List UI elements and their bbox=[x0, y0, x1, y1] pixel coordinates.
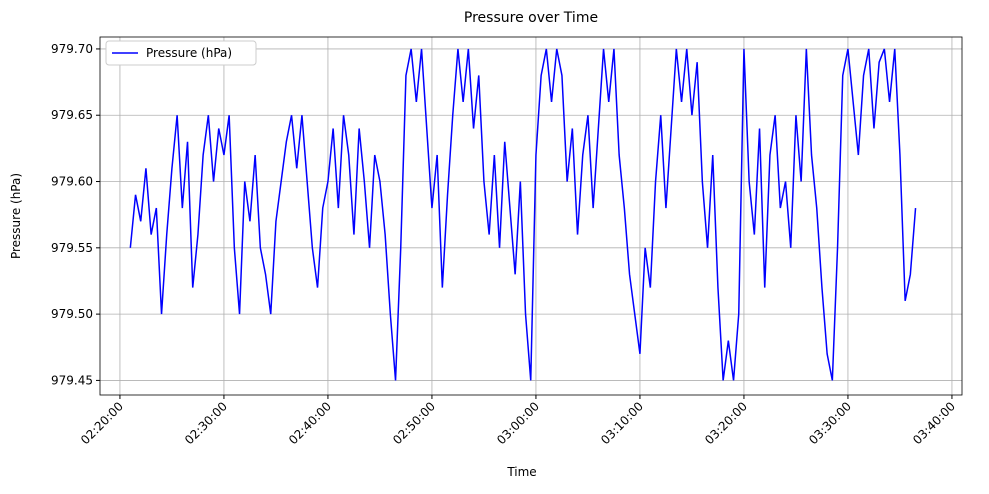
chart-title: Pressure over Time bbox=[464, 10, 598, 26]
x-tick-label: 03:30:00 bbox=[806, 399, 854, 447]
x-tick-label: 02:50:00 bbox=[390, 399, 438, 447]
y-tick-label: 979.60 bbox=[51, 175, 93, 189]
data-line bbox=[129, 48, 917, 381]
y-axis-label: Pressure (hPa) bbox=[9, 173, 23, 259]
x-tick-label: 03:20:00 bbox=[702, 399, 750, 447]
x-tick-label: 02:30:00 bbox=[182, 399, 230, 447]
y-tick-label: 979.70 bbox=[51, 42, 93, 56]
x-tick-label: 02:20:00 bbox=[78, 399, 126, 447]
y-tick-label: 979.45 bbox=[51, 373, 93, 387]
y-tick-label: 979.55 bbox=[51, 241, 93, 255]
x-tick-label: 03:10:00 bbox=[598, 399, 646, 447]
x-tick-label: 03:40:00 bbox=[910, 399, 958, 447]
x-tick-label: 03:00:00 bbox=[494, 399, 542, 447]
y-tick-label: 979.65 bbox=[51, 108, 93, 122]
plot-frame bbox=[99, 36, 963, 396]
legend-label: Pressure (hPa) bbox=[146, 46, 232, 60]
y-tick-label: 979.50 bbox=[51, 307, 93, 321]
x-axis-label: Time bbox=[506, 465, 536, 479]
legend-box bbox=[105, 40, 257, 66]
x-tick-label: 02:40:00 bbox=[286, 399, 334, 447]
